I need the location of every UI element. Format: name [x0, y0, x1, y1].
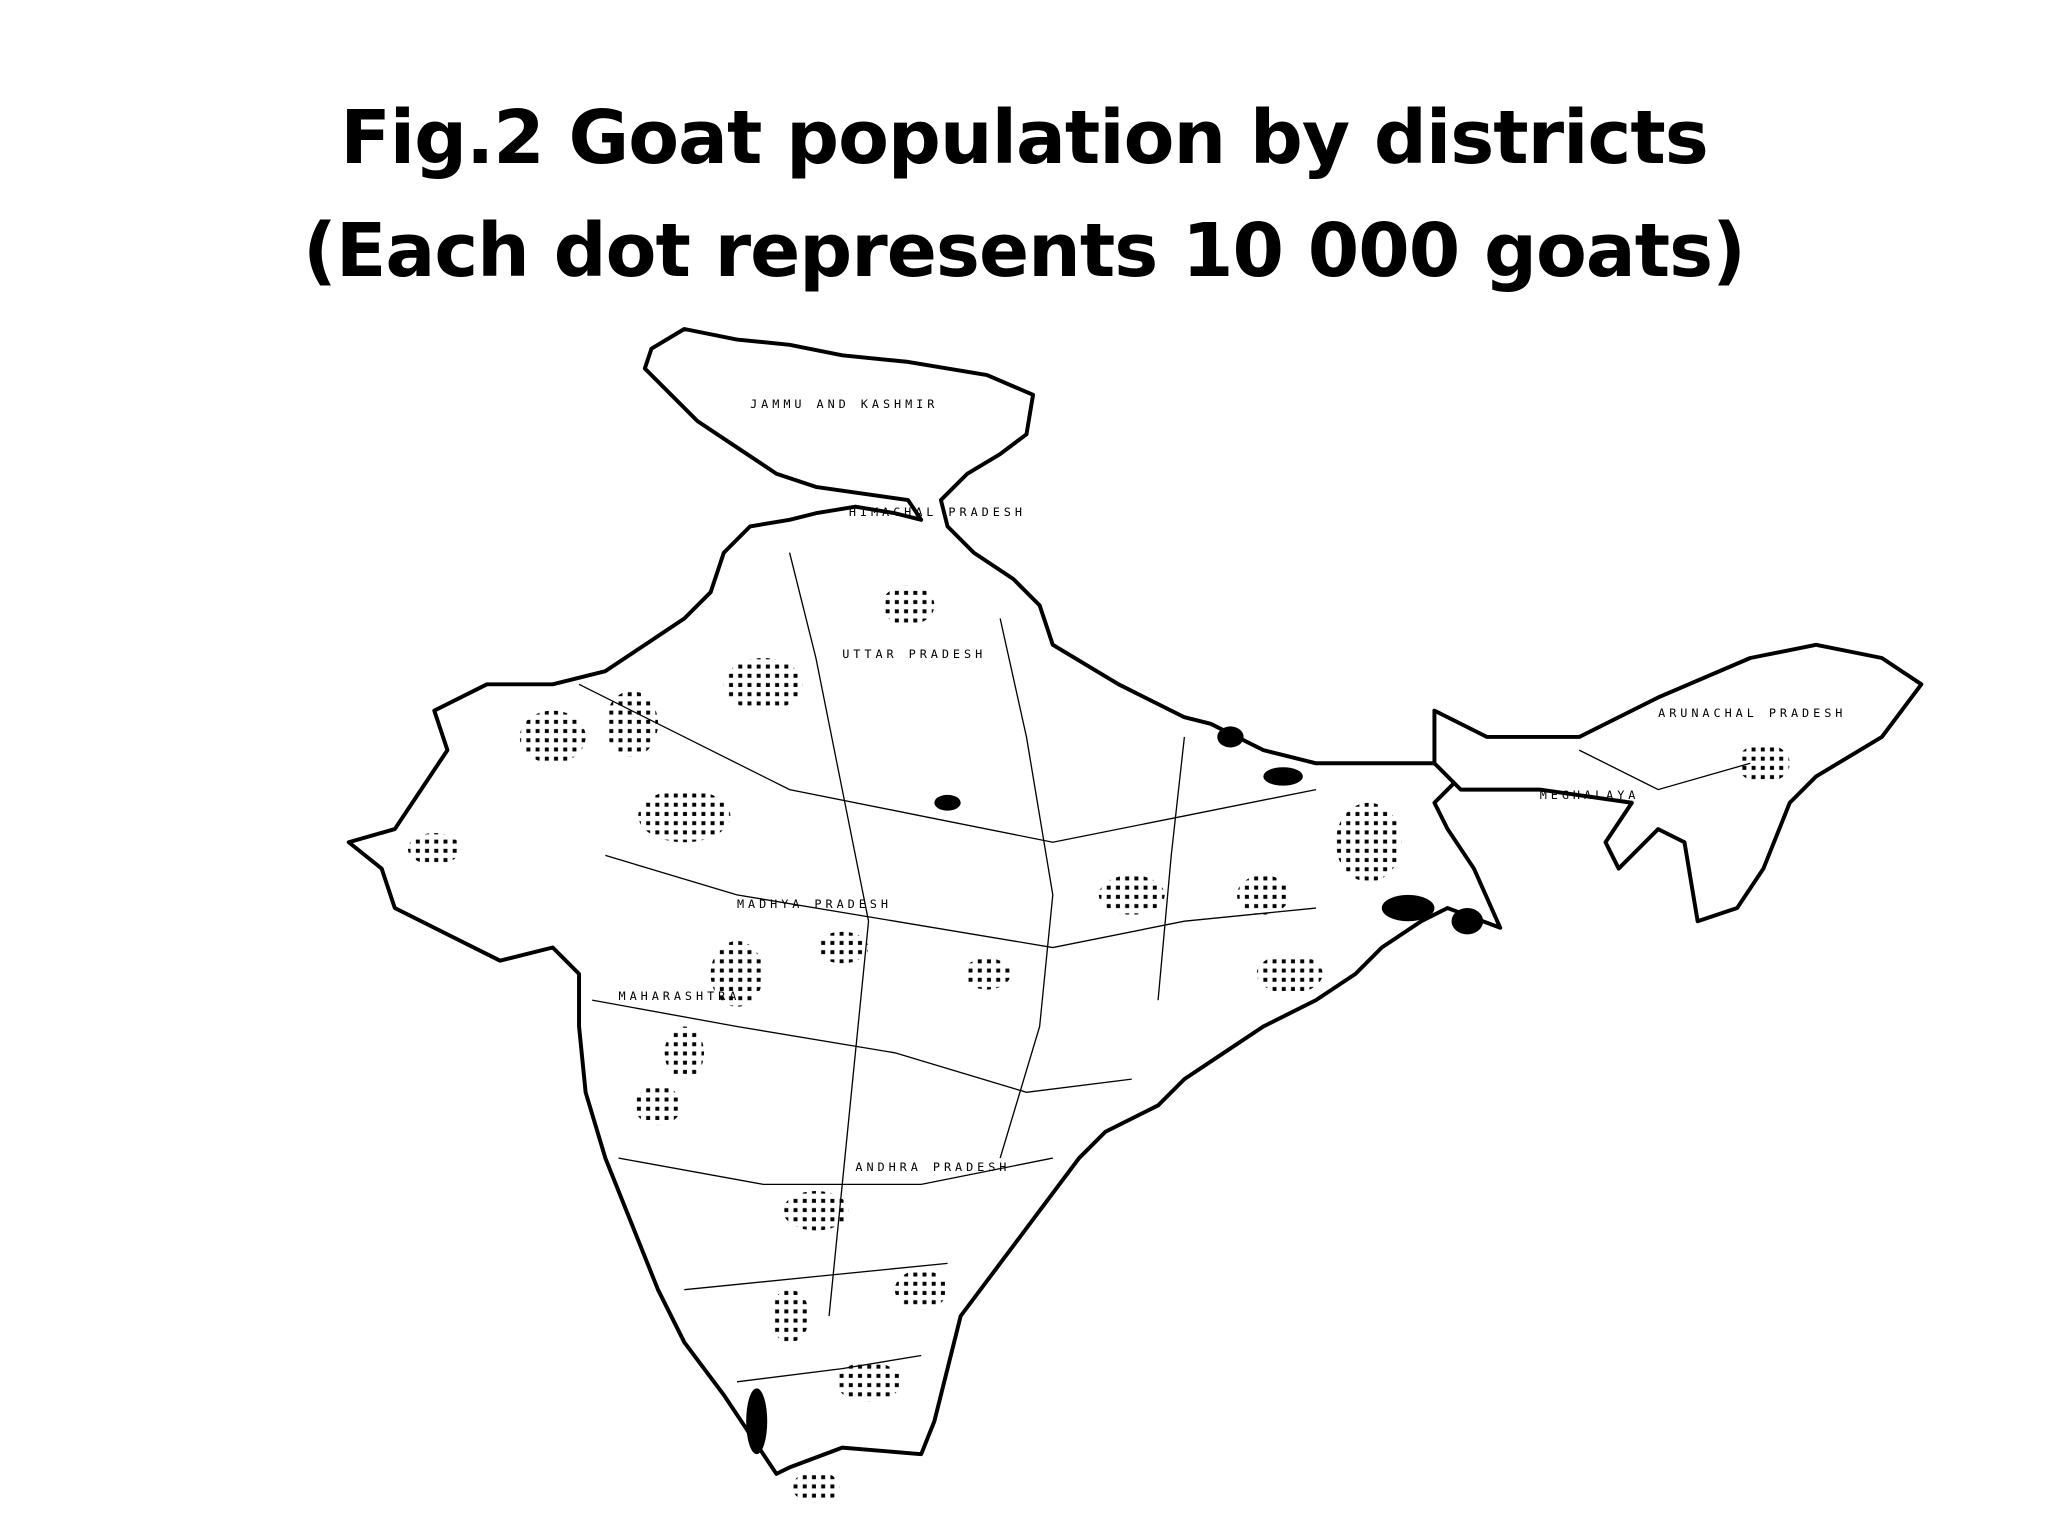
state-label: UTTAR PRADESH [842, 647, 986, 661]
state-label: MADHYA PRADESH [737, 897, 892, 911]
state-label: MEGHALAYA [1540, 788, 1640, 802]
dense-areas [746, 726, 1484, 1455]
state-label: HIMACHAL PRADESH [849, 505, 1026, 519]
title: Fig.2 Goat population by districts [340, 95, 1709, 181]
subtitle: (Each dot represents 10 000 goats) [303, 208, 1746, 294]
state-label: JAMMU AND KASHMIR [750, 397, 938, 411]
northeast-outline [1432, 642, 1924, 924]
district-boundaries [578, 552, 1751, 1383]
india-map: JAMMU AND KASHMIR HIMACHAL PRADESH UTTAR… [346, 327, 1924, 1503]
state-label: ARUNACHAL PRADESH [1658, 706, 1846, 720]
dot-clusters [407, 585, 1790, 1503]
state-label: ANDHRA PRADESH [855, 1160, 1010, 1174]
state-label: MAHARASHTRA [619, 989, 741, 1003]
mainland-outline [346, 327, 1503, 1476]
